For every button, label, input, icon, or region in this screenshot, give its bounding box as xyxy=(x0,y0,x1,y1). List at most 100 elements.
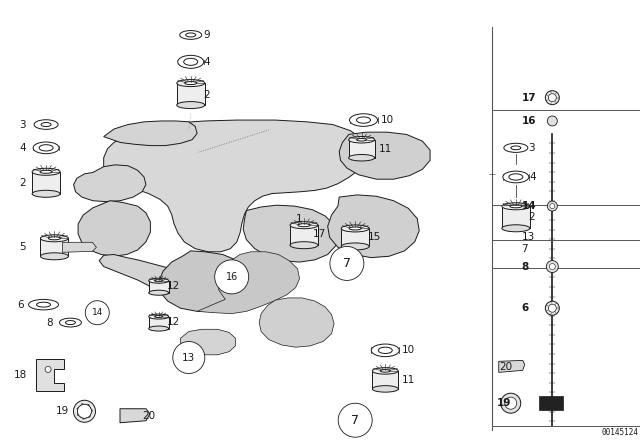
Text: 6: 6 xyxy=(18,300,24,310)
Ellipse shape xyxy=(49,237,60,240)
Text: 19: 19 xyxy=(56,406,69,416)
Polygon shape xyxy=(259,298,334,347)
Text: 9: 9 xyxy=(204,30,210,40)
Ellipse shape xyxy=(349,227,361,230)
Ellipse shape xyxy=(178,55,204,69)
Bar xyxy=(177,83,205,105)
Text: 12: 12 xyxy=(166,317,180,327)
Ellipse shape xyxy=(40,235,68,242)
Ellipse shape xyxy=(372,368,398,374)
Circle shape xyxy=(330,246,364,280)
Ellipse shape xyxy=(341,243,369,250)
Circle shape xyxy=(549,263,556,270)
Polygon shape xyxy=(99,254,195,298)
Bar xyxy=(148,281,169,293)
Text: 4: 4 xyxy=(19,143,26,153)
Ellipse shape xyxy=(290,222,318,228)
Ellipse shape xyxy=(503,171,529,183)
Circle shape xyxy=(548,304,556,312)
Text: —: — xyxy=(488,172,495,178)
Circle shape xyxy=(500,393,521,413)
Polygon shape xyxy=(36,359,64,392)
Text: 10: 10 xyxy=(402,345,415,355)
Polygon shape xyxy=(120,409,150,423)
Ellipse shape xyxy=(510,205,522,208)
Text: 16: 16 xyxy=(522,116,536,126)
Ellipse shape xyxy=(148,326,169,331)
Text: 2: 2 xyxy=(529,212,535,222)
Ellipse shape xyxy=(185,82,196,85)
Ellipse shape xyxy=(60,318,81,327)
Ellipse shape xyxy=(65,321,76,324)
Ellipse shape xyxy=(32,168,60,175)
Polygon shape xyxy=(78,201,150,256)
Bar xyxy=(290,225,318,245)
Ellipse shape xyxy=(380,370,390,372)
Polygon shape xyxy=(328,195,419,258)
Text: 7: 7 xyxy=(351,414,359,427)
Circle shape xyxy=(85,301,109,325)
Circle shape xyxy=(505,397,516,409)
Bar xyxy=(349,140,374,158)
Ellipse shape xyxy=(180,30,202,39)
Circle shape xyxy=(173,341,205,374)
Text: 7: 7 xyxy=(343,257,351,270)
Ellipse shape xyxy=(372,386,398,392)
Ellipse shape xyxy=(509,174,523,180)
Text: 6: 6 xyxy=(522,303,529,313)
Ellipse shape xyxy=(298,224,310,227)
Text: 5: 5 xyxy=(19,242,26,252)
Ellipse shape xyxy=(502,203,530,210)
Polygon shape xyxy=(180,329,236,355)
Text: 20: 20 xyxy=(499,362,513,372)
Bar xyxy=(372,371,398,389)
Ellipse shape xyxy=(41,123,51,126)
Circle shape xyxy=(550,203,555,209)
Polygon shape xyxy=(499,360,525,372)
Bar xyxy=(540,396,563,410)
Ellipse shape xyxy=(502,225,530,232)
Bar xyxy=(32,172,60,194)
Text: 11: 11 xyxy=(402,375,415,385)
Ellipse shape xyxy=(184,58,198,65)
Polygon shape xyxy=(197,252,300,314)
Ellipse shape xyxy=(40,253,68,260)
Ellipse shape xyxy=(155,315,163,318)
Text: 20: 20 xyxy=(142,411,156,421)
Bar xyxy=(341,228,369,246)
Ellipse shape xyxy=(29,299,58,310)
Text: 4: 4 xyxy=(204,57,210,67)
Text: 19: 19 xyxy=(497,398,511,408)
Polygon shape xyxy=(74,165,146,202)
Polygon shape xyxy=(339,132,430,179)
Text: 4: 4 xyxy=(530,172,536,182)
Ellipse shape xyxy=(378,347,392,353)
Polygon shape xyxy=(243,205,338,262)
Text: 8: 8 xyxy=(46,318,52,327)
Ellipse shape xyxy=(177,80,205,86)
Ellipse shape xyxy=(356,117,371,123)
Text: 00145124: 00145124 xyxy=(602,428,639,437)
Text: 15: 15 xyxy=(367,232,381,241)
Text: 1: 1 xyxy=(296,214,302,224)
Circle shape xyxy=(545,90,559,105)
Ellipse shape xyxy=(371,344,399,357)
Ellipse shape xyxy=(186,33,196,37)
Ellipse shape xyxy=(32,190,60,197)
Text: 13: 13 xyxy=(182,353,195,362)
Polygon shape xyxy=(104,120,366,252)
Circle shape xyxy=(74,400,95,422)
Text: 12: 12 xyxy=(166,281,180,291)
Ellipse shape xyxy=(504,143,528,152)
Text: 14: 14 xyxy=(92,308,103,317)
Polygon shape xyxy=(63,242,97,252)
Ellipse shape xyxy=(349,155,374,161)
Ellipse shape xyxy=(349,114,378,126)
Circle shape xyxy=(548,94,556,102)
Ellipse shape xyxy=(40,170,52,173)
Ellipse shape xyxy=(33,142,59,154)
Circle shape xyxy=(77,404,92,418)
Circle shape xyxy=(547,116,557,126)
Text: 11: 11 xyxy=(379,144,392,154)
Ellipse shape xyxy=(155,280,163,282)
